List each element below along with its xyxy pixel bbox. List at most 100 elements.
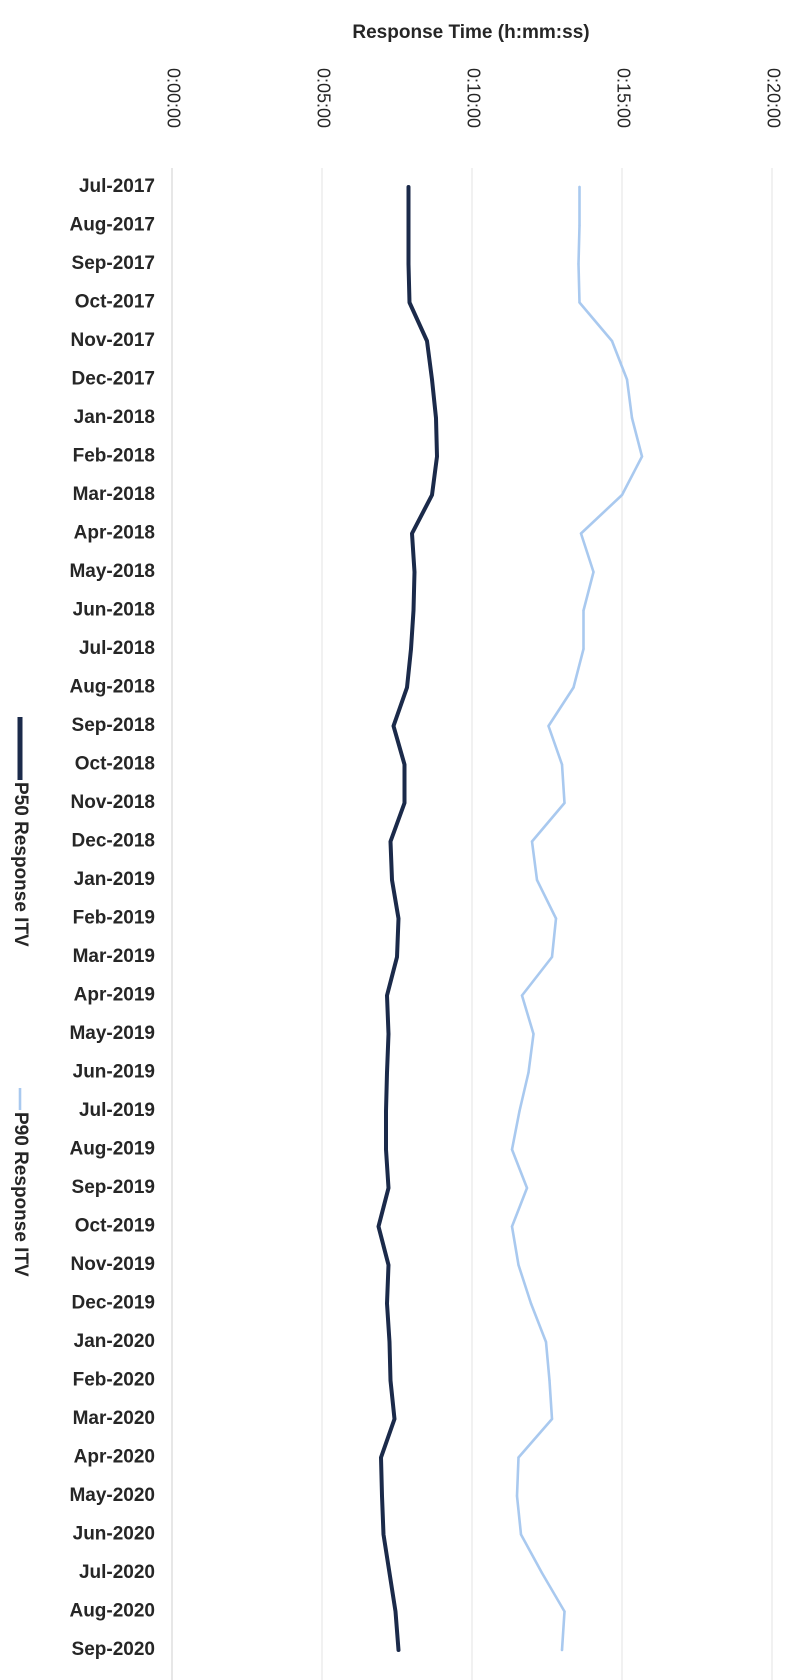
data-point-p90: [563, 1610, 566, 1613]
data-point-p90: [640, 455, 644, 458]
data-point-p90: [578, 185, 581, 189]
data-point-p50: [389, 1379, 392, 1382]
category-label: Dec-2017: [72, 369, 155, 390]
category-label: Aug-2020: [69, 1601, 155, 1622]
category-label: Oct-2019: [75, 1216, 155, 1237]
data-point-p50: [385, 994, 389, 997]
x-tick-label: 0:15:00: [613, 68, 633, 128]
category-label: Jun-2020: [73, 1524, 155, 1545]
data-point-p90: [519, 1533, 523, 1536]
data-point-p50: [385, 1071, 389, 1074]
data-point-p50: [388, 1340, 391, 1344]
category-label: Sep-2020: [72, 1639, 155, 1660]
data-point-p50: [385, 1302, 389, 1305]
category-label: Jun-2019: [73, 1062, 155, 1083]
category-label: Oct-2017: [75, 292, 155, 313]
x-tick-labels: 0:00:00 0:05:00 0:10:00 0:15:00 0:20:00: [163, 68, 783, 128]
data-point-p90: [544, 1340, 548, 1344]
data-point-p50: [387, 1186, 390, 1190]
data-point-p50: [380, 1494, 384, 1498]
data-point-p90: [582, 609, 585, 612]
category-label: Dec-2019: [72, 1293, 155, 1314]
data-point-p50: [393, 1417, 396, 1421]
data-point-p90: [610, 339, 614, 343]
data-point-p50: [412, 609, 415, 612]
legend: P50 Response ITV P90 Response ITV: [10, 717, 31, 1277]
category-label: Nov-2017: [71, 330, 156, 351]
data-point-p50: [397, 917, 400, 920]
data-point-p50: [434, 416, 438, 420]
category-label: Feb-2019: [73, 908, 155, 929]
data-point-p90: [510, 1225, 514, 1228]
data-point-p90: [560, 763, 564, 766]
category-label: Sep-2019: [72, 1177, 155, 1198]
category-label: May-2018: [69, 561, 155, 582]
data-point-p50: [403, 763, 406, 766]
data-point-p90: [520, 994, 524, 997]
data-point-p50: [413, 570, 416, 574]
data-point-p90: [530, 840, 534, 843]
data-point-p90: [579, 532, 583, 535]
category-label: Sep-2018: [72, 715, 155, 736]
data-point-p90: [532, 1032, 535, 1036]
series-lines: [376, 185, 644, 1652]
data-point-p50: [409, 647, 413, 651]
data-point-p90: [550, 955, 554, 959]
category-label: Mar-2019: [73, 946, 155, 967]
data-point-p50: [408, 301, 411, 304]
data-point-p50: [407, 262, 410, 266]
data-point-p50: [382, 1533, 385, 1536]
category-label: Jul-2018: [79, 638, 155, 659]
data-point-p90: [540, 1571, 544, 1575]
data-point-p50: [387, 1032, 390, 1036]
category-label: May-2019: [69, 1023, 155, 1044]
category-label: Jan-2020: [74, 1331, 155, 1352]
data-point-p90: [547, 724, 550, 728]
x-tick-label: 0:10:00: [463, 68, 483, 128]
category-label: Apr-2018: [74, 523, 155, 544]
data-point-p90: [554, 917, 558, 920]
category-label: Aug-2019: [69, 1139, 155, 1160]
category-label: Jun-2018: [73, 600, 155, 621]
data-point-p50: [394, 1610, 397, 1613]
category-label: Feb-2018: [73, 446, 155, 467]
legend-label-p50: P50 Response ITV: [10, 782, 31, 947]
x-tick-label: 0:05:00: [313, 68, 333, 128]
data-point-p90: [518, 1109, 521, 1113]
data-point-p90: [578, 224, 581, 227]
data-point-p90: [582, 647, 585, 651]
category-label: Jul-2020: [79, 1562, 155, 1583]
data-point-p50: [410, 532, 414, 535]
data-point-p90: [515, 1494, 519, 1498]
data-point-p50: [430, 493, 434, 497]
category-label: Sep-2017: [72, 253, 155, 274]
category-label: Feb-2020: [73, 1370, 155, 1391]
data-point-p90: [517, 1263, 520, 1267]
data-point-p50: [390, 878, 394, 882]
category-label: Jul-2019: [79, 1100, 155, 1121]
data-point-p50: [405, 686, 409, 689]
data-point-p90: [548, 1379, 551, 1382]
x-tick-label: 0:00:00: [163, 68, 183, 128]
legend-label-p90: P90 Response ITV: [10, 1112, 31, 1277]
data-point-p90: [525, 1186, 529, 1190]
data-point-p50: [389, 840, 392, 843]
data-point-p50: [435, 455, 439, 458]
category-label: Oct-2018: [75, 754, 155, 775]
category-label: May-2020: [69, 1485, 155, 1506]
data-point-p90: [529, 1302, 533, 1305]
data-point-p50: [377, 1225, 380, 1228]
series-line-p50: [376, 185, 439, 1652]
data-point-p90: [577, 262, 580, 266]
data-point-p50: [407, 224, 410, 227]
data-point-p50: [387, 1263, 390, 1267]
data-point-p50: [407, 185, 410, 189]
category-label: Aug-2018: [69, 677, 155, 698]
data-point-p90: [535, 878, 539, 882]
data-point-p90: [620, 493, 624, 497]
data-point-p90: [527, 1071, 530, 1074]
data-point-p90: [578, 301, 581, 304]
category-label: Nov-2018: [71, 792, 156, 813]
data-point-p90: [550, 1417, 554, 1421]
data-point-p50: [425, 339, 429, 343]
